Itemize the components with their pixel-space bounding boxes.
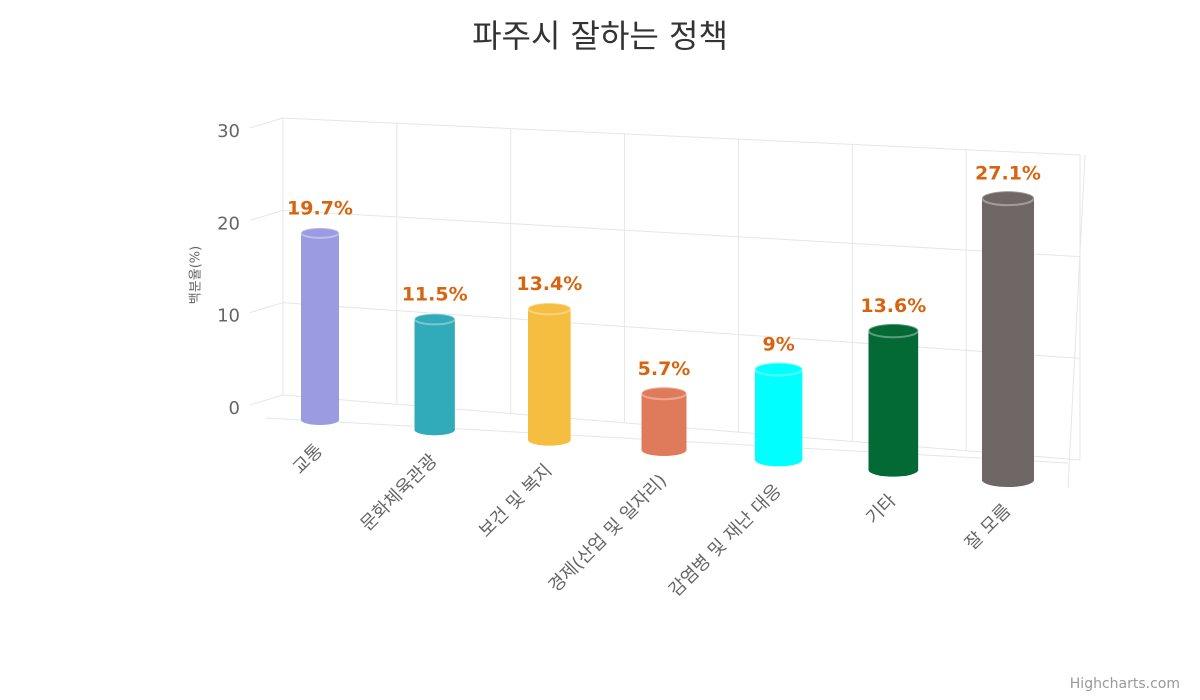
x-tick-label: 잘 모름 bbox=[961, 500, 1015, 554]
grid-line bbox=[282, 209, 1081, 258]
bar bbox=[755, 369, 803, 460]
cylinder bbox=[527, 302, 572, 446]
data-label: 11.5% bbox=[402, 284, 468, 306]
x-tick-label: 감염병 및 재난 대응 bbox=[665, 480, 786, 601]
cylinder bbox=[300, 226, 340, 425]
bar bbox=[528, 308, 571, 440]
data-label: 19.7% bbox=[287, 197, 353, 219]
y-tick-label: 30 bbox=[217, 121, 240, 142]
x-tick-label: 교통 bbox=[289, 440, 327, 478]
cylinder bbox=[754, 361, 804, 467]
cylinder-top bbox=[413, 312, 456, 326]
x-tick-label: 문화체육관광 bbox=[357, 450, 442, 535]
data-label: 5.7% bbox=[638, 358, 691, 380]
credits: Highcharts.com bbox=[1070, 676, 1180, 692]
bar bbox=[301, 232, 339, 420]
bar bbox=[982, 198, 1034, 480]
bar bbox=[868, 330, 919, 470]
grid-line-side bbox=[249, 394, 284, 406]
cylinder-top bbox=[981, 190, 1035, 207]
y-tick-label: 0 bbox=[229, 398, 240, 419]
cylinder-top bbox=[300, 226, 340, 239]
grid-line bbox=[282, 117, 1081, 156]
y-tick-label: 10 bbox=[217, 306, 240, 327]
grid-line-side bbox=[249, 302, 284, 314]
grid-line-side bbox=[249, 117, 284, 129]
cylinder-top bbox=[867, 322, 920, 339]
chart-title: 파주시 잘하는 정책 bbox=[472, 17, 728, 55]
bar bbox=[414, 319, 455, 430]
cylinder bbox=[867, 322, 920, 477]
y-tick-label: 20 bbox=[217, 213, 240, 234]
data-label: 9% bbox=[763, 334, 795, 356]
cylinder bbox=[640, 386, 688, 456]
data-label: 13.6% bbox=[860, 295, 926, 317]
bar bbox=[641, 393, 687, 450]
cylinder bbox=[413, 312, 456, 436]
data-label: 13.4% bbox=[516, 273, 582, 295]
cylinder-top bbox=[640, 386, 688, 401]
cylinder-top bbox=[527, 302, 572, 316]
right-wall bbox=[1067, 154, 1086, 489]
cylinder bbox=[981, 190, 1035, 487]
grid-line-side bbox=[249, 209, 284, 221]
data-label: 27.1% bbox=[975, 163, 1041, 185]
x-tick-label: 경제(산업 및 일자리) bbox=[545, 470, 672, 597]
grid-line bbox=[282, 302, 1081, 359]
y-axis-title: 백분율(%) bbox=[189, 246, 204, 304]
x-tick-label: 기타 bbox=[862, 490, 901, 529]
cylinder-top bbox=[754, 361, 804, 377]
x-tick-label: 보건 및 복지 bbox=[475, 460, 556, 541]
